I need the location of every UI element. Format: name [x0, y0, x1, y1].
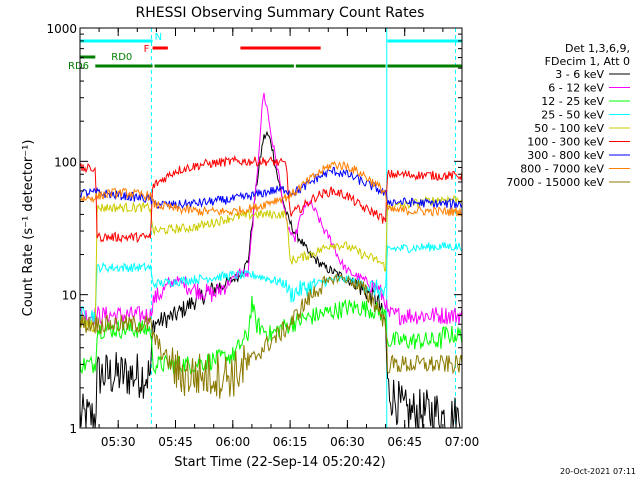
- chart-title: RHESSI Observing Summary Count Rates: [136, 5, 425, 21]
- x-tick-label-3: 06:15: [273, 435, 308, 449]
- y-axis-label: Count Rate (s⁻¹ detector⁻¹): [21, 140, 36, 317]
- state-label-f: F: [144, 44, 150, 55]
- x-tick-label-5: 06:45: [387, 435, 422, 449]
- legend-label-7: 800 - 7000 keV: [520, 163, 604, 176]
- x-tick-label-0: 05:30: [101, 435, 136, 449]
- x-axis-label: Start Time (22-Sep-14 05:20:42): [174, 455, 385, 470]
- legend-label-1: 6 - 12 keV: [548, 82, 604, 95]
- x-tick-label-4: 06:30: [330, 435, 365, 449]
- legend-label-3: 25 - 50 keV: [541, 109, 604, 122]
- y-tick-label-3: 1000: [46, 22, 77, 36]
- y-tick-label-0: 1: [69, 422, 77, 436]
- x-tick-label-6: 07:00: [445, 435, 480, 449]
- series-line-4: [79, 194, 463, 333]
- series-line-0: [79, 130, 462, 429]
- series-line-8: [79, 273, 463, 399]
- series-line-1: [79, 92, 463, 326]
- x-tick-label-2: 06:00: [216, 435, 251, 449]
- series-lines: [79, 92, 463, 429]
- legend-label-6: 300 - 800 keV: [527, 149, 604, 162]
- legend-header-line-2: FDecim 1, Att 0: [545, 55, 630, 68]
- x-tick-label-1: 05:45: [158, 435, 193, 449]
- axes: 1 10 100 1000 05:30 05:45 06:00 06:15 06:30 06:45…: [46, 22, 479, 449]
- y-tick-label-1: 10: [62, 289, 77, 303]
- state-label-rd6: RD6: [68, 61, 89, 72]
- state-bars: NF RD0 RD6: [68, 32, 462, 72]
- legend-label-8: 7000 - 15000 keV: [506, 176, 604, 189]
- series-line-5: [79, 154, 463, 244]
- series-line-2: [79, 295, 463, 375]
- legend-label-2: 12 - 25 keV: [541, 95, 604, 108]
- state-label-n: N: [155, 32, 162, 43]
- series-line-7: [79, 160, 463, 218]
- footer-timestamp: 20-Oct-2021 07:11: [560, 467, 636, 476]
- y-tick-label-2: 100: [54, 155, 77, 169]
- legend-label-4: 50 - 100 keV: [534, 122, 604, 135]
- series-line-6: [79, 166, 463, 210]
- legend-header-line-1: Det 1,3,6,9,: [565, 42, 630, 55]
- legend-label-0: 3 - 6 keV: [555, 68, 604, 81]
- state-label-rd0: RD0: [111, 52, 132, 63]
- legend-label-5: 100 - 300 keV: [527, 136, 604, 149]
- series-line-3: [79, 242, 463, 325]
